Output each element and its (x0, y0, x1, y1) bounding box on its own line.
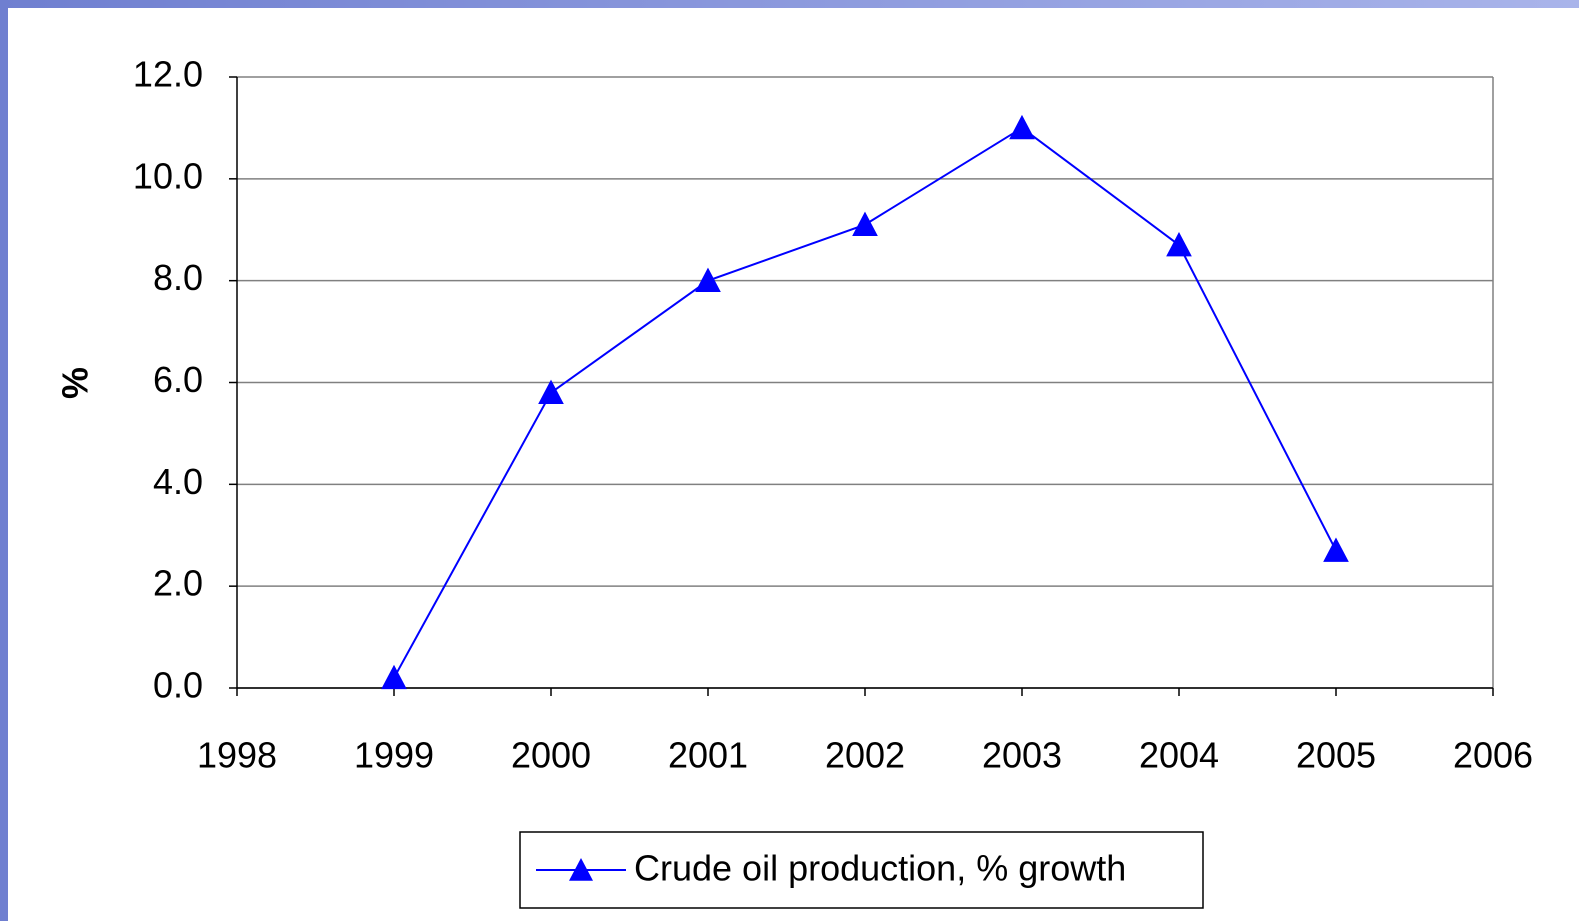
x-tick-label: 2006 (1453, 735, 1533, 776)
y-tick-label: 0.0 (153, 665, 203, 706)
x-tick-label: 2005 (1296, 735, 1376, 776)
y-axis-label: % (55, 367, 96, 399)
x-tick-label: 1999 (354, 735, 434, 776)
data-point (1009, 114, 1035, 140)
x-tick-label: 1998 (197, 735, 277, 776)
legend-box (519, 831, 1204, 909)
y-tick-label: 8.0 (153, 257, 203, 298)
data-point (852, 211, 878, 236)
panel (8, 8, 1579, 921)
x-tick-label: 2003 (982, 735, 1062, 776)
y-tick-label: 6.0 (153, 359, 203, 400)
y-tick-label: 4.0 (153, 461, 203, 502)
x-tick-label: 2004 (1139, 735, 1219, 776)
legend-label: Crude oil production, % growth (634, 848, 1126, 889)
legend-marker (569, 858, 593, 881)
data-point (1166, 231, 1192, 257)
data-point (538, 379, 564, 404)
data-point (381, 664, 407, 690)
x-tick-label: 2002 (825, 735, 905, 776)
y-tick-label: 12.0 (133, 54, 203, 95)
x-tick-label: 2001 (668, 735, 748, 776)
data-point (695, 267, 721, 292)
y-tick-label: 10.0 (133, 155, 203, 196)
x-tick-label: 2000 (511, 735, 591, 776)
data-point (1323, 537, 1349, 562)
y-tick-label: 2.0 (153, 563, 203, 604)
